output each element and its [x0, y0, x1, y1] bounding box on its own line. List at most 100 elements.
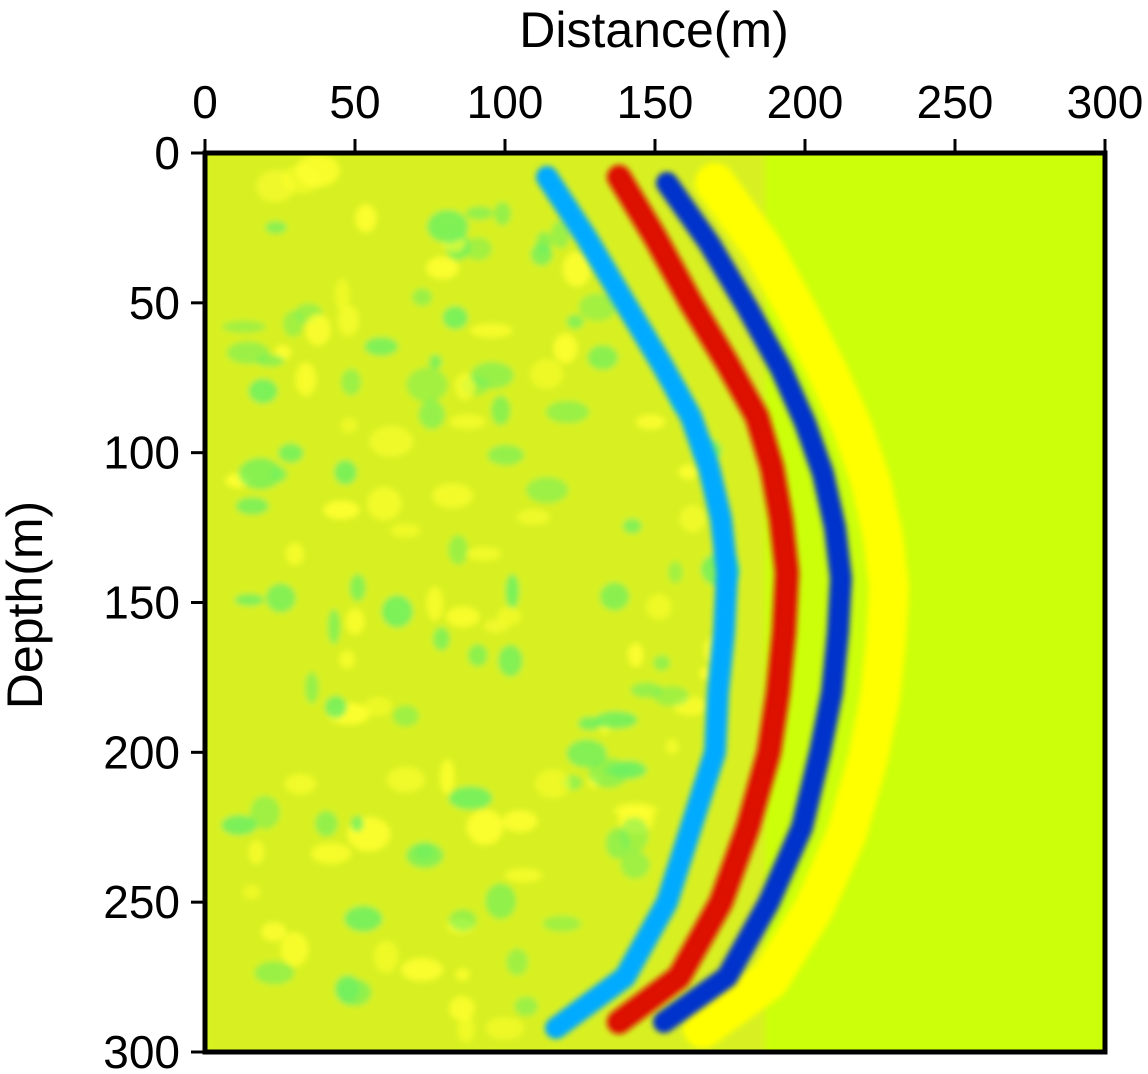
y-tick-label: 200	[103, 726, 180, 778]
texture-blob	[295, 362, 317, 396]
texture-blob	[355, 204, 377, 233]
x-axis-title: Distance(m)	[519, 2, 788, 58]
texture-blob	[281, 165, 322, 194]
texture-blob	[221, 815, 257, 836]
texture-blob	[364, 337, 399, 356]
texture-blob	[566, 739, 607, 768]
texture-blob	[234, 593, 265, 607]
wavefront-core	[614, 172, 792, 1027]
texture-blob	[449, 909, 477, 932]
texture-blob	[335, 975, 360, 1003]
texture-blob	[505, 574, 520, 609]
texture-blob	[282, 310, 304, 337]
texture-blob	[465, 206, 494, 220]
y-tick-label: 50	[129, 277, 180, 329]
texture-blob	[470, 323, 513, 338]
texture-blob	[427, 209, 469, 243]
texture-blob	[369, 426, 414, 457]
texture-blob	[432, 483, 474, 509]
wavefront-band	[683, 163, 909, 1048]
texture-blob	[414, 842, 434, 861]
texture-blob	[401, 958, 443, 981]
texture-blob	[448, 786, 493, 810]
y-tick-label: 300	[103, 1026, 180, 1074]
texture-blob	[504, 868, 543, 883]
texture-blob	[248, 840, 265, 864]
texture-blob	[455, 968, 470, 981]
texture-blob	[412, 288, 433, 307]
texture-blob	[345, 608, 365, 635]
texture-blob	[542, 915, 582, 932]
texture-blob	[455, 373, 476, 400]
y-tick-label: 100	[103, 427, 180, 479]
wavefront-core	[659, 178, 846, 1027]
texture-blob	[497, 606, 521, 626]
texture-blob	[622, 518, 642, 534]
texture-blob	[364, 696, 393, 716]
texture-blob	[386, 766, 425, 793]
y-tick-label: 250	[103, 876, 180, 928]
texture-blob	[341, 368, 362, 396]
texture-blob	[485, 1017, 525, 1040]
texture-blob	[545, 400, 590, 424]
texture-blob	[517, 509, 550, 525]
wavefront-layer	[536, 163, 909, 1048]
texture-blob	[530, 359, 564, 389]
texture-blob	[335, 278, 350, 311]
texture-blob	[498, 644, 523, 677]
texture-blob	[284, 774, 316, 795]
texture-blob	[428, 354, 442, 370]
texture-blob	[514, 996, 538, 1017]
texture-blob	[334, 460, 357, 485]
y-tick-label: 0	[154, 127, 180, 179]
texture-blob	[470, 361, 514, 389]
texture-blob	[530, 243, 553, 266]
texture-blob	[324, 695, 347, 719]
texture-blob	[406, 367, 448, 403]
texture-blob	[323, 500, 360, 520]
texture-blob	[587, 345, 618, 370]
x-tick-label: 0	[192, 76, 218, 128]
texture-blob	[433, 627, 450, 651]
texture-blob	[550, 220, 571, 249]
texture-blob	[485, 883, 517, 920]
texture-blob	[392, 705, 419, 727]
texture-blob	[646, 594, 672, 620]
texture-blob	[285, 543, 304, 565]
texture-blob	[494, 201, 511, 226]
texture-blob	[344, 905, 383, 932]
texture-blob	[373, 940, 399, 973]
texture-blob	[314, 810, 338, 837]
texture-blob	[278, 443, 304, 463]
texture-blob	[594, 711, 638, 729]
texture-blob	[235, 497, 269, 515]
x-tick-label: 150	[617, 76, 694, 128]
y-axis-ticks: 0 50 100 150 200 250 300	[103, 127, 205, 1074]
texture-blob	[566, 314, 584, 329]
texture-blob	[636, 414, 666, 430]
texture-blob	[250, 795, 280, 830]
x-tick-label: 200	[767, 76, 844, 128]
y-tick-label: 150	[103, 577, 180, 629]
texture-blob	[349, 574, 366, 602]
texture-blob	[440, 759, 455, 795]
texture-blob	[605, 828, 630, 859]
texture-blob	[445, 606, 480, 628]
texture-blob	[680, 505, 706, 533]
texture-blob	[256, 354, 285, 367]
texture-blob	[254, 961, 295, 985]
texture-blob	[448, 534, 468, 565]
x-tick-label: 250	[917, 76, 994, 128]
texture-blob	[381, 595, 413, 628]
texture-blob	[466, 809, 504, 845]
texture-blob	[588, 757, 629, 788]
texture-blob	[367, 487, 402, 521]
wavefront-band	[536, 166, 738, 1039]
texture-blob	[553, 333, 578, 364]
texture-blob	[248, 378, 278, 404]
texture-blob	[653, 655, 671, 671]
texture-blob	[222, 320, 266, 333]
texture-blob	[562, 251, 591, 287]
texture-blob	[467, 644, 488, 667]
